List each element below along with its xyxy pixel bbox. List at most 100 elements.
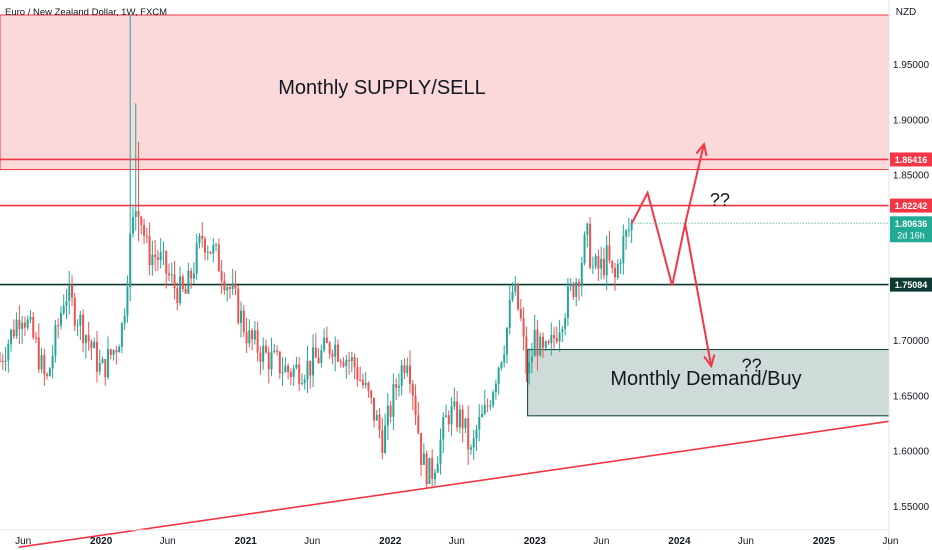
candle-body — [4, 360, 7, 363]
candle-body — [323, 337, 326, 351]
price-label-box — [890, 277, 932, 292]
candle-body — [469, 447, 472, 450]
candle-body — [564, 317, 567, 329]
candle-body — [372, 397, 375, 421]
time-tick-label: 2023 — [524, 536, 547, 547]
candle-body — [406, 365, 409, 374]
candle-body — [414, 395, 417, 416]
candle-body — [12, 329, 15, 337]
candle-body — [57, 325, 60, 327]
candle-body — [309, 360, 312, 376]
candle-body — [375, 414, 378, 421]
time-tick-label: Jun — [304, 536, 320, 547]
candle-body — [533, 329, 536, 357]
candle-body — [300, 383, 303, 385]
price-tick-label: 1.85000 — [893, 171, 930, 182]
candle-body — [539, 336, 542, 356]
current-price-box — [890, 216, 932, 243]
time-tick-label: Jun — [593, 536, 609, 547]
candle-body — [167, 273, 170, 276]
candle-body — [467, 418, 470, 450]
candle-body — [370, 390, 373, 398]
candle-body — [395, 384, 398, 388]
candle-body — [98, 363, 101, 372]
candle-body — [173, 274, 176, 289]
candle-body — [411, 383, 414, 396]
candle-body — [93, 341, 96, 348]
candle-body — [18, 319, 21, 330]
candle-body — [348, 359, 351, 362]
candle-body — [514, 284, 517, 292]
candle-body — [143, 224, 146, 236]
candle-body — [104, 359, 107, 378]
candle-body — [226, 287, 229, 291]
candle-body — [555, 338, 558, 342]
candle-body — [447, 415, 450, 425]
candle-body — [206, 251, 209, 253]
candle-body — [267, 352, 270, 370]
candle-body — [389, 405, 392, 417]
candle-body — [558, 332, 561, 342]
price-axis[interactable]: 1.550001.600001.650001.700001.750001.800… — [888, 0, 930, 550]
candle-body — [251, 330, 254, 340]
candle-body — [276, 350, 279, 352]
time-tick-label: 2021 — [235, 536, 258, 547]
candle-body — [35, 337, 38, 339]
candle-body — [198, 235, 201, 244]
candle-body — [192, 273, 195, 279]
candle-body — [328, 342, 331, 354]
candle-body — [134, 211, 137, 218]
candle-body — [212, 245, 215, 254]
chart-plot-area — [0, 14, 890, 549]
candle-body — [48, 368, 51, 376]
candle-body — [625, 230, 628, 237]
candle-body — [497, 367, 500, 384]
candle-body — [145, 235, 148, 237]
candle-body — [295, 364, 298, 369]
candle-body — [281, 372, 284, 374]
candle-body — [325, 337, 328, 343]
price-tick-label: 1.65000 — [893, 391, 930, 402]
candle-body — [417, 415, 420, 433]
candle-body — [245, 332, 248, 344]
countdown-label: 2d 16h — [897, 230, 925, 240]
candle-body — [79, 314, 82, 326]
candle-body — [367, 382, 370, 391]
supply-zone — [0, 14, 890, 171]
candle-body — [278, 351, 281, 374]
candle-body — [107, 349, 110, 378]
candle-body — [359, 379, 362, 381]
candle-body — [566, 286, 569, 318]
candle-body — [392, 384, 395, 417]
candle-body — [76, 325, 79, 327]
candle-body — [420, 432, 423, 465]
candle-body — [84, 335, 87, 344]
candle-body — [59, 313, 62, 326]
candle-body — [51, 355, 54, 369]
candle-body — [453, 401, 456, 407]
candle-body — [436, 463, 439, 473]
candle-body — [264, 345, 267, 353]
candle-body — [530, 356, 533, 363]
question-annotation-lower: ?? — [742, 356, 762, 376]
candles — [0, 15, 633, 489]
time-axis[interactable]: Jun 2020 Jun 2021 Jun 2022 Jun 2023 Jun 2024 Jun 20… — [0, 529, 899, 547]
candle-body — [336, 344, 339, 362]
candle-body — [248, 330, 251, 344]
chart-title: Euro / New Zealand Dollar, 1W, FXCM — [5, 7, 167, 18]
price-label: 1.75084 — [895, 280, 928, 290]
candle-body — [386, 405, 389, 426]
candle-body — [528, 362, 531, 374]
candle-body — [461, 409, 464, 429]
candle-body — [201, 235, 204, 239]
candle-body — [179, 276, 182, 304]
candle-body — [450, 406, 453, 425]
candle-body — [345, 359, 348, 367]
price-label-box — [890, 198, 932, 213]
candle-body — [553, 334, 556, 339]
candle-body — [228, 287, 231, 290]
time-tick-label: Jun — [738, 536, 754, 547]
time-tick-label: Jun — [160, 536, 176, 547]
candle-body — [154, 254, 157, 258]
